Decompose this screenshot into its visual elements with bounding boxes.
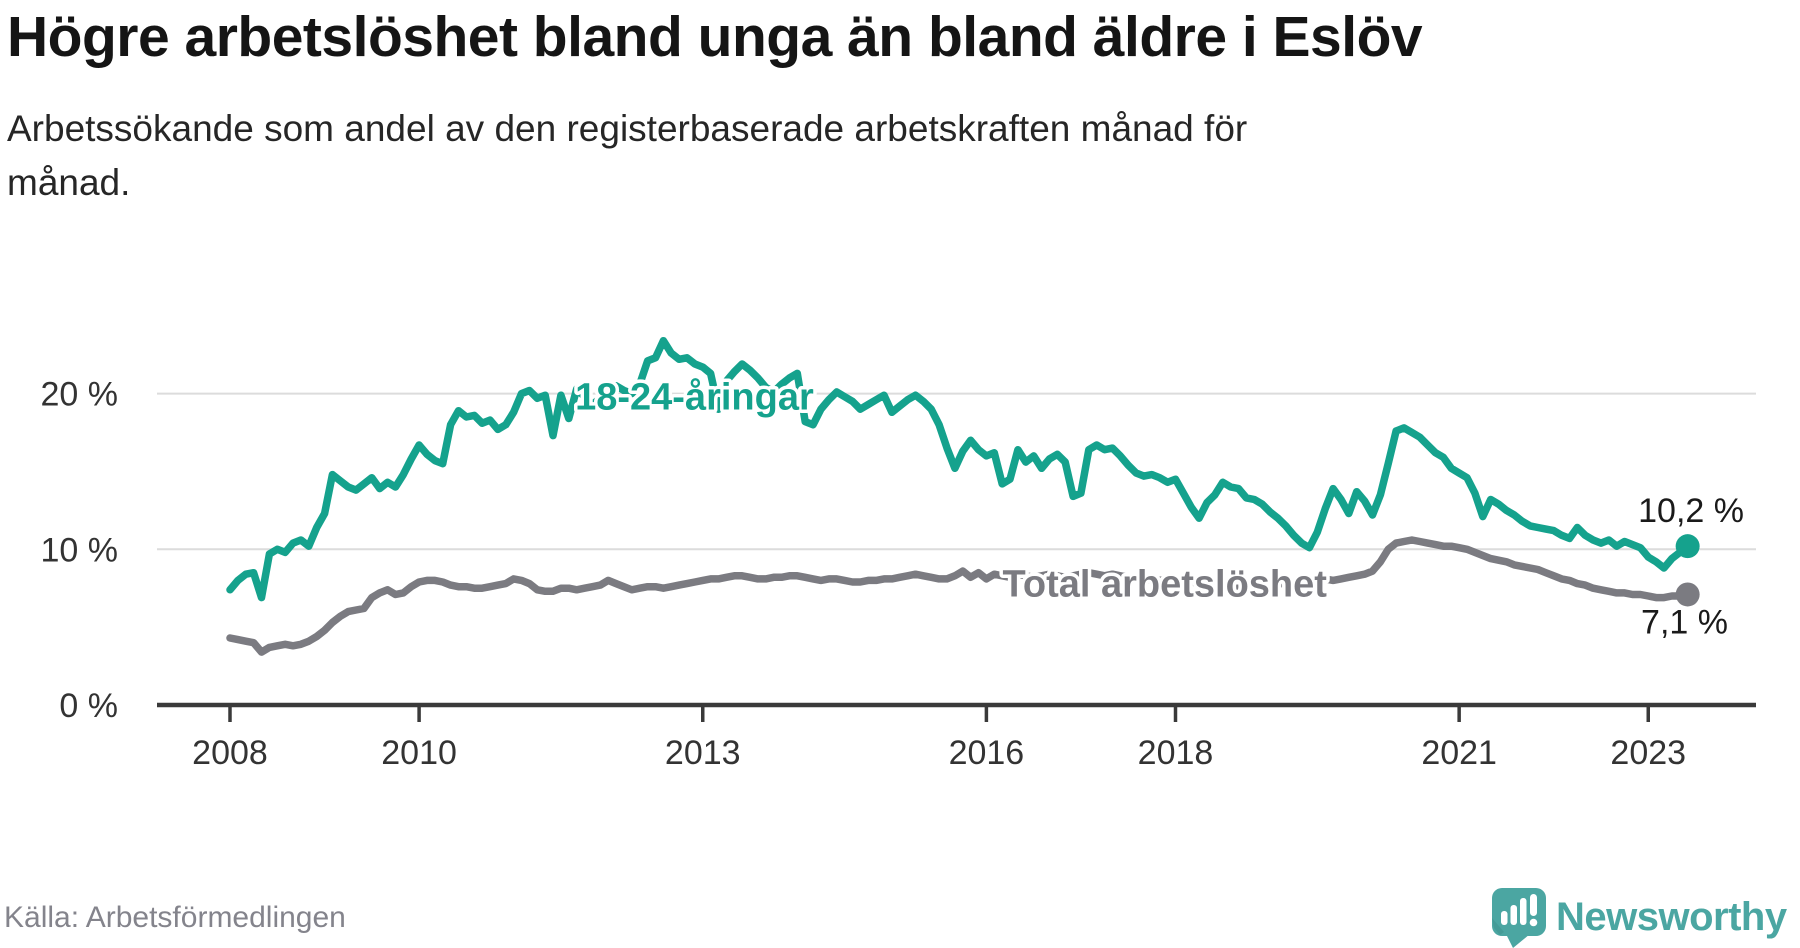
newsworthy-logo-icon: [1492, 888, 1546, 948]
series-line-total: [226, 536, 1692, 656]
x-tick-label: 2018: [1138, 734, 1214, 772]
page-subtitle: Arbetssökande som andel av den registerb…: [7, 108, 1248, 203]
newsworthy-logo: Newsworthy: [1492, 888, 1788, 948]
x-tick-label: 2008: [192, 734, 268, 772]
newsworthy-logo-text: Newsworthy: [1556, 895, 1788, 939]
x-tick-label: 2016: [949, 734, 1025, 772]
logo-exclamation-dot: [1529, 918, 1538, 927]
end-dot-total: [1675, 582, 1700, 607]
gridlines: [157, 392, 1756, 551]
logo-bar-1: [1501, 911, 1508, 925]
logo-bar-3: [1520, 898, 1527, 925]
series-label-total: Total arbetslöshet: [1002, 564, 1327, 606]
series-labels: 18-24-åringar Total arbetslöshet: [572, 373, 1331, 609]
series-line-youth: [226, 336, 1692, 602]
source-attribution: Källa: Arbetsförmedlingen: [4, 901, 346, 934]
x-tick-label: 2021: [1421, 734, 1497, 772]
x-tick-label: 2013: [665, 734, 741, 772]
x-axis: 2008 2010 2013 2016 2018 2021 2023: [157, 702, 1756, 772]
end-value-labels: 10,2 % 7,1 %: [1638, 492, 1744, 641]
series-label-youth: 18-24-åringar: [575, 377, 814, 419]
logo-bar-2: [1510, 905, 1517, 925]
end-value-label-total: 7,1 %: [1641, 603, 1728, 641]
y-axis-labels: 0 % 10 % 20 %: [41, 376, 119, 725]
logo-exclamation-bar: [1530, 894, 1537, 916]
end-value-label-youth: 10,2 %: [1638, 492, 1744, 530]
series-lines: [226, 336, 1692, 656]
page-title: Högre arbetslöshet bland unga än bland ä…: [7, 5, 1423, 69]
y-tick-label: 10 %: [41, 531, 119, 569]
y-tick-label: 0 %: [59, 687, 118, 725]
end-dot-youth: [1675, 534, 1700, 559]
series-end-dots: [1675, 534, 1700, 607]
x-tick-label: 2010: [381, 734, 457, 772]
y-tick-label: 20 %: [41, 376, 119, 414]
x-tick-label: 2023: [1610, 734, 1686, 772]
